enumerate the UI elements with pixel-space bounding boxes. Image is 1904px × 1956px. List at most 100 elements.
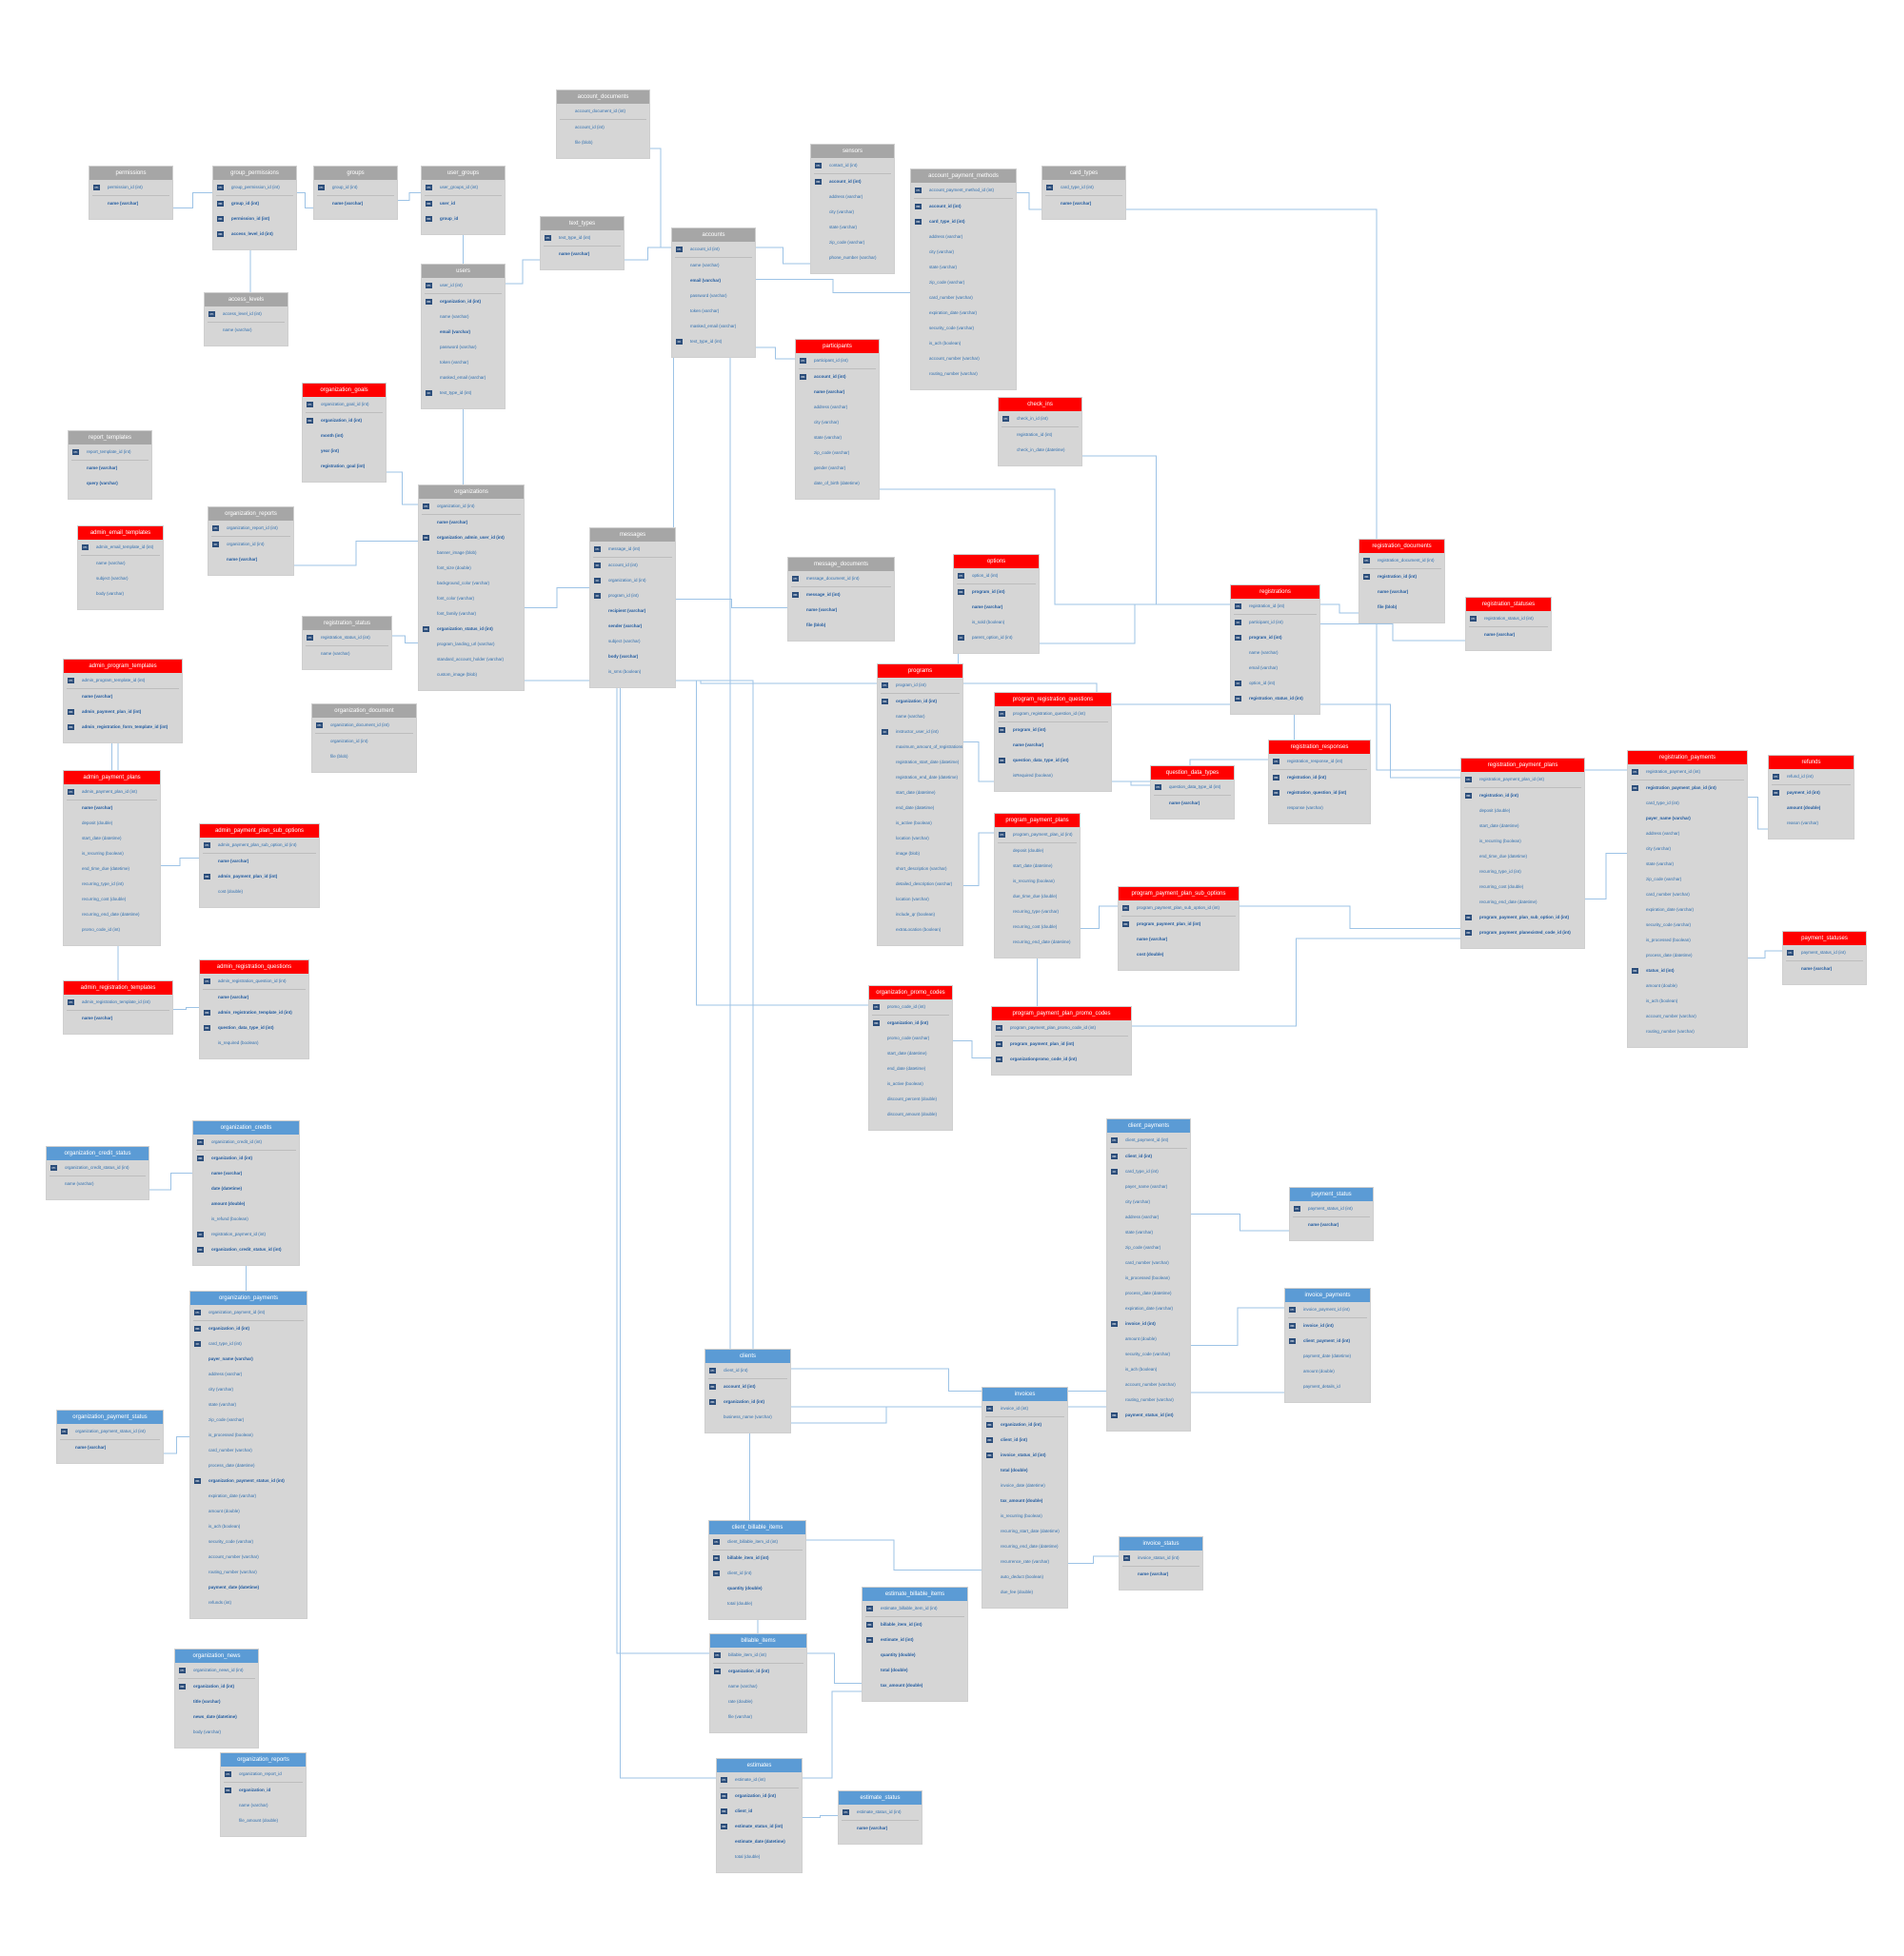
column-label: report_template_id (int) bbox=[87, 449, 131, 454]
column-label: invoice_id (int) bbox=[1125, 1321, 1156, 1326]
table-column: FK program_id (int) bbox=[995, 722, 1111, 738]
table-invoices[interactable]: invoices PK invoice_id (int) FK organization… bbox=[982, 1388, 1067, 1608]
table-column: FK organization_id (int) bbox=[710, 1664, 806, 1679]
table-column: name (varchar) bbox=[422, 309, 505, 325]
column-label: payment_date (datetime) bbox=[1303, 1353, 1352, 1358]
table-check-ins[interactable]: check_ins PK check_in_id (int) registration… bbox=[999, 398, 1081, 465]
table-card-types[interactable]: card_types PK card_type_id (int) name (varc… bbox=[1042, 167, 1125, 219]
table-column: file (blob) bbox=[1359, 600, 1444, 615]
table-registration-documents[interactable]: registration_documents PK registration_doc… bbox=[1359, 540, 1444, 622]
table-refunds[interactable]: refunds PK refund_id (int) FK payment_id (in… bbox=[1769, 756, 1854, 839]
table-column: FK client_id (int) bbox=[982, 1432, 1067, 1448]
table-column: FK organization_id (int) bbox=[869, 1016, 952, 1031]
table-organization-document[interactable]: organization_document PK organization_docu… bbox=[312, 704, 416, 772]
table-invoice-status[interactable]: invoice_status PK invoice_status_id (int) n… bbox=[1120, 1537, 1202, 1590]
table-users[interactable]: users PK user_id (int) FK organization_id (i… bbox=[422, 265, 505, 408]
table-admin-program-templates[interactable]: admin_program_templates PK admin_program_t… bbox=[64, 660, 182, 742]
table-column: FK organization_admin_user_id (int) bbox=[419, 530, 524, 545]
table-estimates[interactable]: estimates PK estimate_id (int) FK organizati… bbox=[717, 1759, 802, 1872]
table-organization-credit-status[interactable]: organization_credit_status PK organization… bbox=[47, 1147, 149, 1199]
key-divider bbox=[216, 195, 293, 196]
table-invoice-payments[interactable]: invoice_payments PK invoice_payment_id (in… bbox=[1285, 1289, 1370, 1402]
key-icon: FK bbox=[713, 1571, 720, 1576]
table-billable-items[interactable]: billable_items PK billable_item_id (int) FK… bbox=[710, 1634, 806, 1732]
table-admin-payment-plan-sub-options[interactable]: admin_payment_plan_sub_options PK admin_pa… bbox=[200, 824, 319, 907]
table-header: organization_news bbox=[175, 1650, 258, 1663]
table-accounts[interactable]: accounts PK account_id (int) name (varchar)… bbox=[672, 228, 755, 357]
table-options[interactable]: options PK option_id (int) FK program_id (in… bbox=[954, 555, 1039, 653]
table-client-billable-items[interactable]: client_billable_items PK client_billable_i… bbox=[709, 1521, 805, 1619]
table-column: registration_goal (int) bbox=[303, 459, 386, 474]
table-admin-email-templates[interactable]: admin_email_templates PK admin_email_templ… bbox=[78, 526, 163, 609]
table-organization-reports-blue[interactable]: organization_reports PK organization_repor… bbox=[221, 1753, 306, 1836]
table-organization-reports[interactable]: organization_reports PK organization_repor… bbox=[208, 507, 293, 575]
table-column: city (varchar) bbox=[911, 245, 1016, 260]
table-organizations[interactable]: organizations PK organization_id (int) name… bbox=[419, 485, 524, 690]
column-label: custom_image (blob) bbox=[437, 672, 478, 677]
column-label: payment_status_id (int) bbox=[1801, 950, 1846, 955]
table-group-permissions[interactable]: group_permissions PK group_permission_id (… bbox=[213, 167, 296, 249]
table-programs[interactable]: programs PK program_id (int) FK organization… bbox=[878, 664, 962, 945]
column-label: maximum_amount_of_registrations (int) bbox=[896, 744, 962, 749]
table-sensors[interactable]: sensors PK contact_id (int) FK account_id (i… bbox=[811, 145, 894, 273]
table-access-levels[interactable]: access_levels PK access_level_id (int) name… bbox=[205, 293, 288, 346]
table-estimate-billable-items[interactable]: estimate_billable_items PK estimate_billab… bbox=[863, 1588, 967, 1701]
table-organization-credits[interactable]: organization_credits PK organization_credi… bbox=[193, 1121, 299, 1265]
table-client-payments[interactable]: client_payments PK client_payment_id (int)… bbox=[1107, 1119, 1190, 1431]
table-user-groups[interactable]: user_groups PK user_groups_id (int) FK user_… bbox=[422, 167, 505, 234]
key-icon: PK bbox=[792, 576, 799, 582]
table-program-registration-questions[interactable]: program_registration_questions PK program_… bbox=[995, 693, 1111, 791]
table-column: city (varchar) bbox=[190, 1382, 307, 1397]
table-account-payment-methods[interactable]: account_payment_methods PK account_payment… bbox=[911, 169, 1016, 389]
table-estimate-status[interactable]: estimate_status PK estimate_status_id (int… bbox=[839, 1791, 922, 1844]
table-program-payment-plans[interactable]: program_payment_plans PK program_payment_p… bbox=[995, 814, 1080, 958]
table-column: isRequired (boolean) bbox=[995, 768, 1111, 783]
table-messages[interactable]: messages PK message_id (int) FK account_id (… bbox=[590, 528, 675, 687]
key-icon: FK bbox=[866, 1622, 873, 1628]
table-registration-statuses[interactable]: registration_statuses PK registration_stat… bbox=[1466, 598, 1551, 650]
table-payment-statuses[interactable]: payment_statuses PK payment_status_id (int… bbox=[1783, 932, 1866, 984]
table-column: include_qr (boolean) bbox=[878, 907, 962, 922]
column-label: name (varchar) bbox=[690, 263, 720, 267]
table-clients[interactable]: clients PK client_id (int) FK account_id (in… bbox=[705, 1350, 790, 1432]
table-registration-status[interactable]: registration_status PK registration_status… bbox=[303, 617, 391, 669]
table-report-templates[interactable]: report_templates PK report_template_id (in… bbox=[69, 431, 151, 499]
table-registration-payments[interactable]: registration_payments PK registration_paym… bbox=[1628, 751, 1747, 1047]
table-organization-promo-codes[interactable]: organization_promo_codes PK promo_code_id … bbox=[869, 986, 952, 1130]
column-label: refund_id (int) bbox=[1787, 774, 1814, 779]
table-organization-payments[interactable]: organization_payments PK organization_paym… bbox=[190, 1292, 307, 1618]
key-divider bbox=[71, 460, 149, 461]
table-participants[interactable]: participants PK participant_id (int) FK acco… bbox=[796, 340, 879, 499]
column-label: organization_credit_status_id (int) bbox=[211, 1247, 282, 1252]
column-label: email (varchar) bbox=[1249, 665, 1279, 670]
table-text-types[interactable]: text_types PK text_type_id (int) name (varc… bbox=[541, 217, 624, 269]
table-registration-payment-plans[interactable]: registration_payment_plans PK registration… bbox=[1461, 759, 1584, 948]
table-column: FK organization_id (int) bbox=[982, 1417, 1067, 1432]
table-column: recurring_end_date (datetime) bbox=[982, 1539, 1067, 1554]
key-icon: PK bbox=[72, 449, 79, 455]
table-header: programs bbox=[878, 664, 962, 678]
table-registration-responses[interactable]: registration_responses PK registration_res… bbox=[1269, 741, 1370, 823]
table-column: PK message_document_id (int) bbox=[788, 571, 894, 586]
table-registrations[interactable]: registrations PK registration_id (int) FK pa… bbox=[1231, 585, 1319, 714]
table-admin-registration-questions[interactable]: admin_registration_questions PK admin_regi… bbox=[200, 960, 308, 1058]
table-permissions[interactable]: permissions PK permission_id (int) name (va… bbox=[89, 167, 172, 219]
column-label: city (varchar) bbox=[208, 1387, 234, 1392]
column-label: file_amount (double) bbox=[239, 1818, 279, 1823]
key-divider bbox=[914, 198, 1013, 199]
table-program-payment-plan-sub-options[interactable]: program_payment_plan_sub_options PK progra… bbox=[1119, 887, 1239, 970]
table-program-payment-plan-promo-codes[interactable]: program_payment_plan_promo_codes PK progra… bbox=[992, 1007, 1131, 1075]
table-organization-payment-status[interactable]: organization_payment_status PK organizatio… bbox=[57, 1411, 163, 1463]
table-column: name (varchar) bbox=[796, 385, 879, 400]
column-label: name (varchar) bbox=[806, 607, 838, 612]
table-organization-goals[interactable]: organization_goals PK organization_goal_id… bbox=[303, 384, 386, 482]
table-account-documents[interactable]: account_documents account_document_id (in… bbox=[557, 90, 649, 158]
table-admin-payment-plans[interactable]: admin_payment_plans PK admin_payment_plan_… bbox=[64, 771, 160, 945]
table-payment-status[interactable]: payment_status PK payment_status_id (int) n… bbox=[1290, 1188, 1373, 1240]
table-organization-news[interactable]: organization_news PK organization_news_id … bbox=[175, 1650, 258, 1748]
table-admin-registration-templates[interactable]: admin_registration_templates PK admin_regi… bbox=[64, 981, 172, 1034]
table-message-documents[interactable]: message_documents PK message_document_id (… bbox=[788, 558, 894, 641]
table-column: promo_code_id (int) bbox=[64, 922, 160, 938]
table-question-data-types[interactable]: question_data_types PK question_data_type_… bbox=[1151, 766, 1234, 819]
table-groups[interactable]: groups PK group_id (int) name (varchar) bbox=[314, 167, 397, 219]
